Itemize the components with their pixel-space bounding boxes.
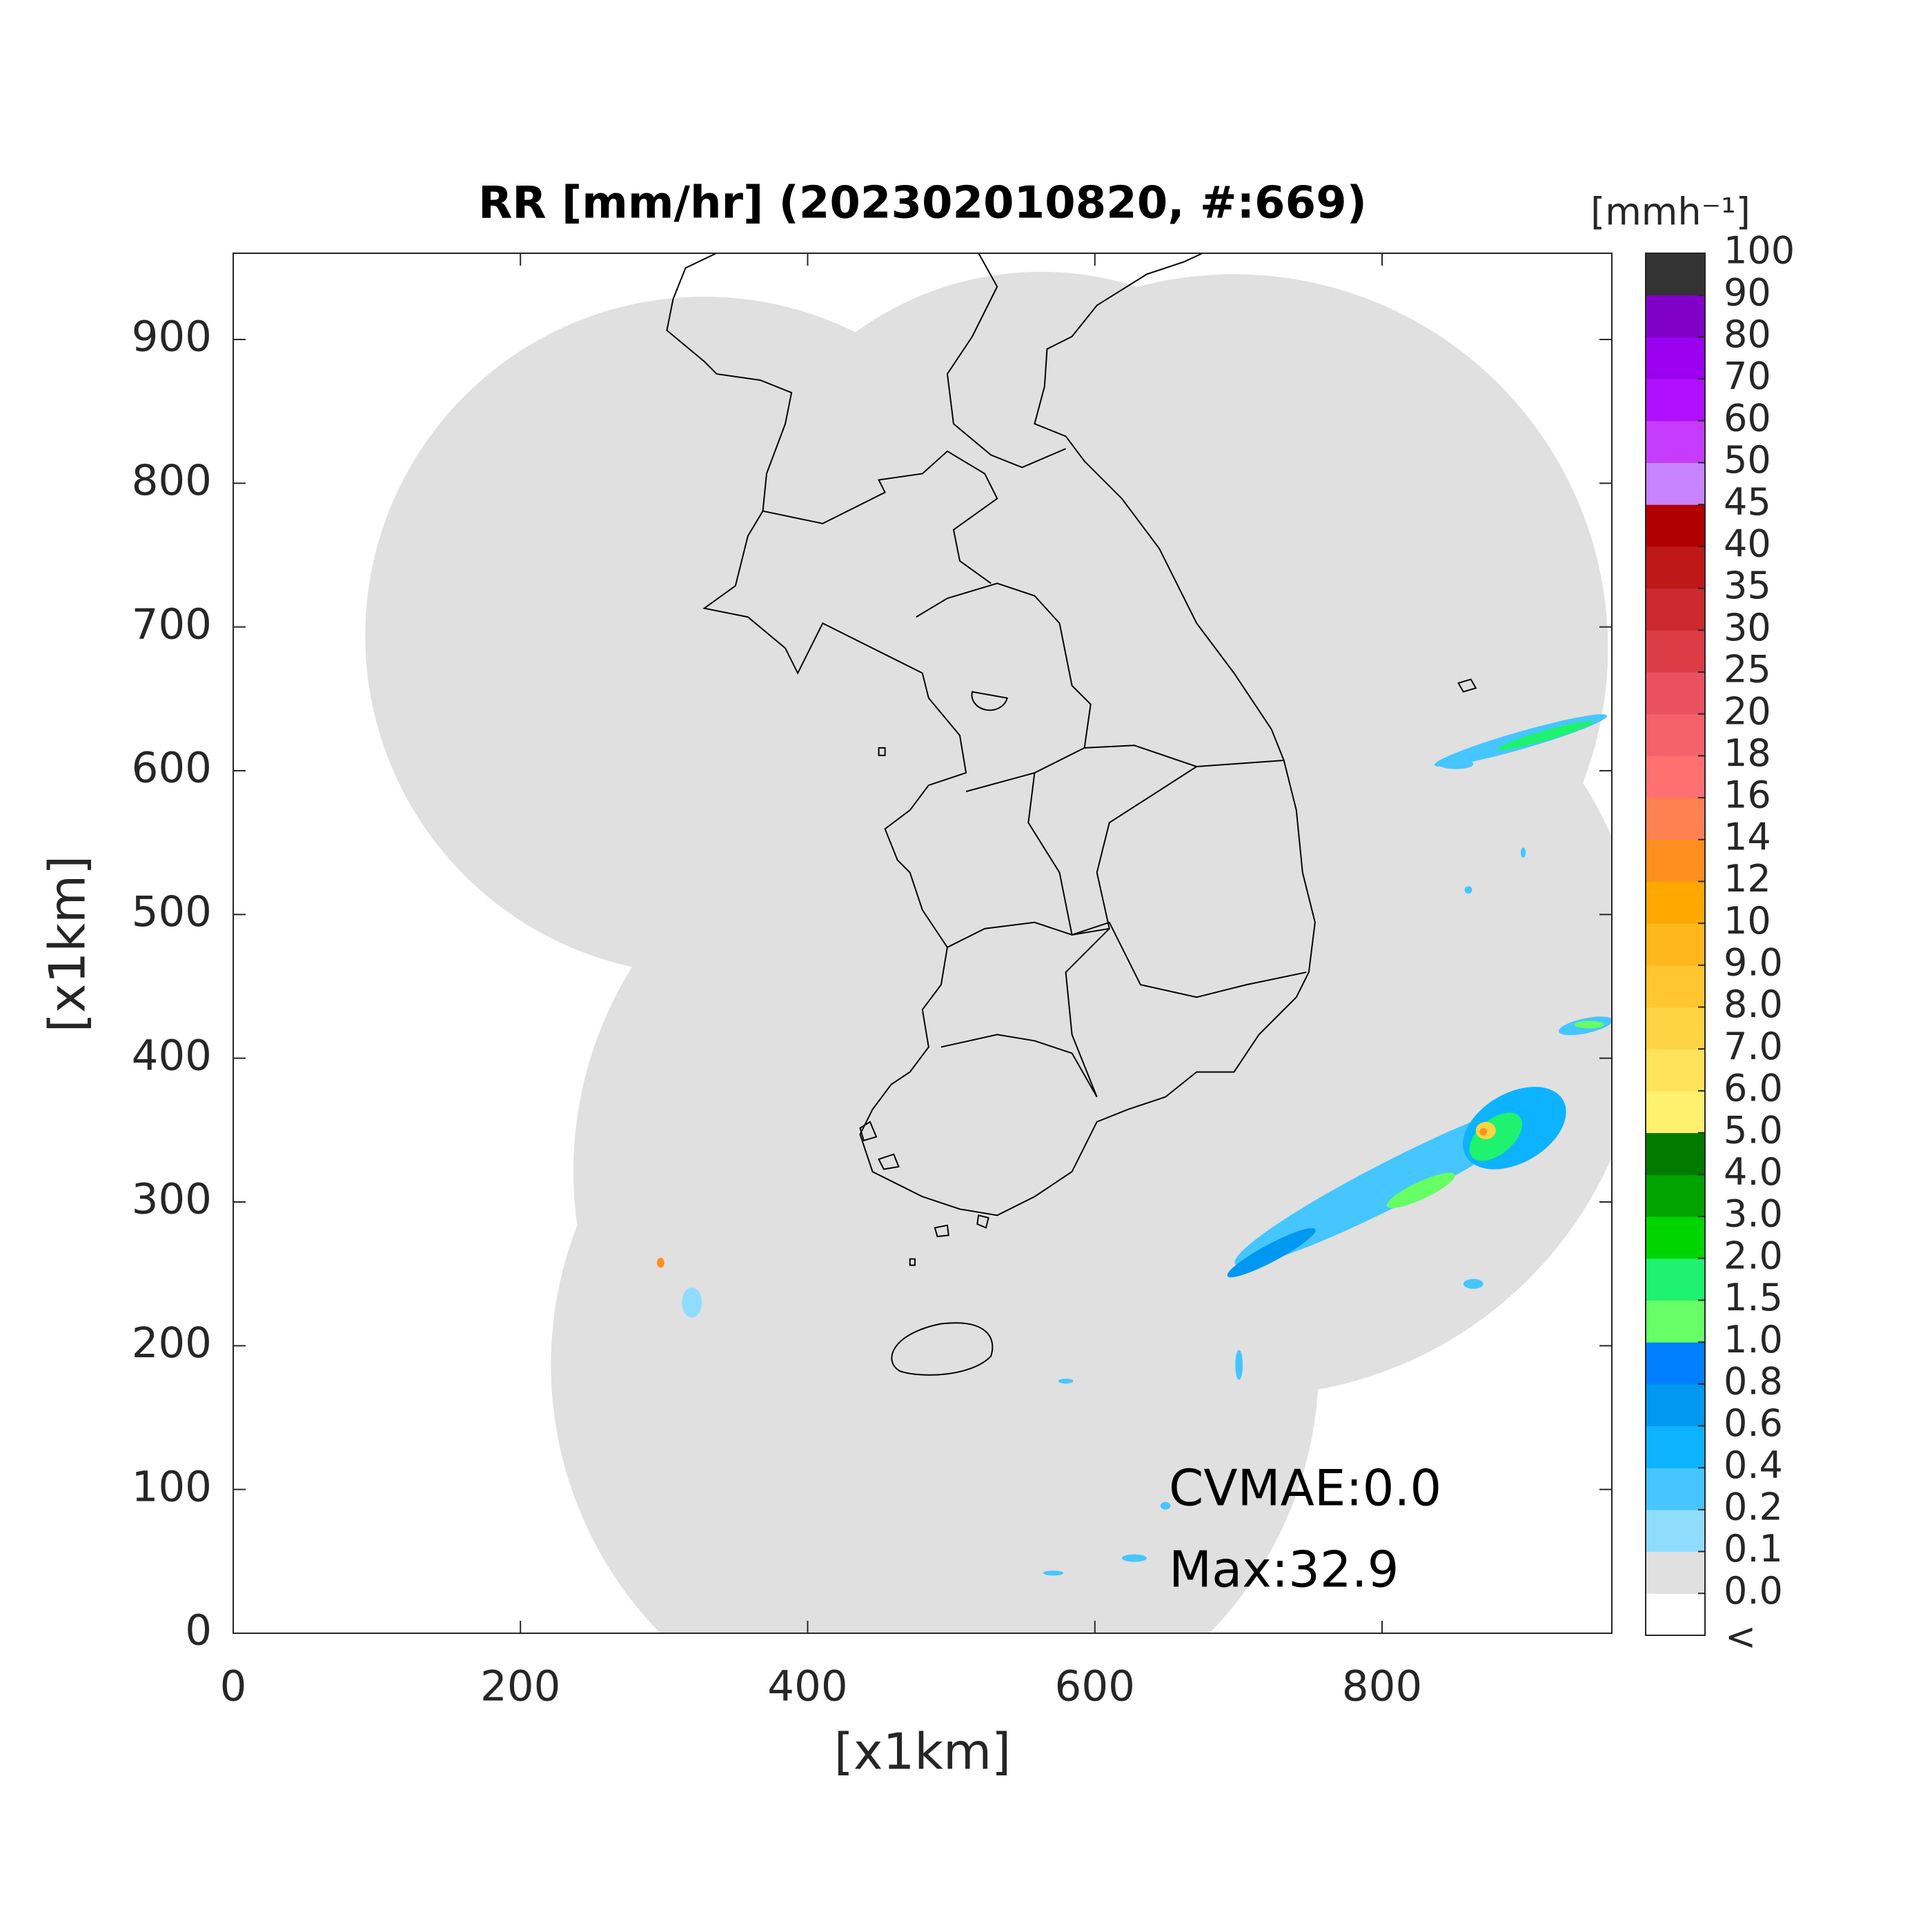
annotation: CVMAE:0.0 xyxy=(1169,1459,1441,1517)
colorbar-tick-label: 3.0 xyxy=(1724,1192,1783,1236)
colorbar-tick-label: 4.0 xyxy=(1724,1150,1783,1194)
colorbar-segment xyxy=(1646,923,1705,966)
x-tick-label: 400 xyxy=(767,1662,847,1711)
colorbar-tick-label: 90 xyxy=(1724,270,1771,314)
colorbar-tick-label: 0.1 xyxy=(1724,1527,1783,1570)
colorbar-tick-label: 2.0 xyxy=(1724,1234,1783,1277)
colorbar-tick-label: 70 xyxy=(1724,355,1771,398)
colorbar-segment xyxy=(1646,1216,1705,1259)
colorbar-segment xyxy=(1646,462,1705,505)
colorbar-segment xyxy=(1646,839,1705,882)
colorbar-segment xyxy=(1646,1090,1705,1134)
rain-echoes xyxy=(657,714,1612,1576)
colorbar-segment xyxy=(1646,881,1705,924)
colorbar-tick-label: 6.0 xyxy=(1724,1067,1783,1110)
colorbar-tick-label: 1.5 xyxy=(1724,1276,1783,1319)
colorbar-segment xyxy=(1646,588,1705,631)
colorbar-segment xyxy=(1646,1132,1705,1175)
colorbar-segment xyxy=(1646,713,1705,756)
y-tick-label: 300 xyxy=(132,1175,212,1224)
colorbar-segment xyxy=(1646,965,1705,1008)
colorbar-segment xyxy=(1646,1593,1705,1636)
y-tick-label: 700 xyxy=(132,600,212,649)
colorbar-tick-label: 30 xyxy=(1724,606,1771,649)
colorbar-segment xyxy=(1646,1342,1705,1385)
colorbar-tick-label: 80 xyxy=(1724,313,1771,356)
x-tick-label: 800 xyxy=(1342,1662,1422,1711)
colorbar-tick-label: 0.8 xyxy=(1724,1359,1783,1403)
colorbar-tick-label: 0.2 xyxy=(1724,1486,1783,1529)
y-tick-label: 0 xyxy=(185,1606,212,1655)
y-tick-label: 900 xyxy=(132,313,212,362)
colorbar-segment xyxy=(1646,1383,1705,1427)
coastline xyxy=(666,253,1477,1376)
colorbar-title: [mmh⁻¹] xyxy=(1590,190,1751,234)
colorbar-segment xyxy=(1646,1049,1705,1092)
colorbar-segment xyxy=(1646,1509,1705,1552)
colorbar-tick-label: 7.0 xyxy=(1724,1025,1783,1068)
colorbar-tick-label: 16 xyxy=(1724,773,1771,817)
colorbar-tick-label: 14 xyxy=(1724,815,1771,858)
colorbar-tick-label: 0.4 xyxy=(1724,1443,1783,1487)
y-tick-label: 500 xyxy=(132,887,212,936)
colorbar-tick-label: 20 xyxy=(1724,689,1771,733)
colorbar-segment xyxy=(1646,1258,1705,1301)
x-tick-label: 0 xyxy=(220,1662,247,1711)
colorbar-segment xyxy=(1646,337,1705,379)
colorbar-segment xyxy=(1646,546,1705,589)
map-layer xyxy=(365,253,1612,1633)
colorbar-segment xyxy=(1646,253,1705,296)
colorbar-tick-label: 50 xyxy=(1724,438,1771,482)
chart-title: RR [mm/hr] (202302010820, #:669) xyxy=(478,178,1367,229)
x-tick-label: 200 xyxy=(480,1662,560,1711)
colorbar-tick-label: 8.0 xyxy=(1724,983,1783,1026)
colorbar-frame xyxy=(1645,253,1706,1636)
colorbar-segment xyxy=(1646,1300,1705,1343)
colorbar-segment xyxy=(1646,504,1705,547)
y-tick-label: 200 xyxy=(132,1319,212,1368)
radar-coverage xyxy=(365,271,1612,1633)
colorbar-tick-label: 18 xyxy=(1724,731,1771,775)
y-tick-label: 100 xyxy=(132,1462,212,1511)
y-tick-label: 600 xyxy=(132,744,212,793)
colorbar-under-label: < xyxy=(1725,1615,1756,1659)
colorbar-tick-label: 35 xyxy=(1724,564,1771,607)
colorbar-tick-label: 40 xyxy=(1724,522,1771,566)
colorbar-segment xyxy=(1646,1426,1705,1468)
x-tick-label: 600 xyxy=(1055,1662,1135,1711)
colorbar-tick-label: 0.6 xyxy=(1724,1401,1783,1445)
colorbar-segment xyxy=(1646,1468,1705,1510)
colorbar-segment xyxy=(1646,1551,1705,1594)
axes-box xyxy=(233,253,1613,1634)
colorbar-tick-label: 1.0 xyxy=(1724,1318,1783,1361)
colorbar-tick-label: 45 xyxy=(1724,480,1771,524)
y-tick-label: 800 xyxy=(132,456,212,505)
colorbar-segment xyxy=(1646,379,1705,422)
colorbar-segment xyxy=(1646,1007,1705,1049)
colorbar-segment xyxy=(1646,671,1705,715)
colorbar-segment xyxy=(1646,295,1705,337)
x-axis-label: [x1km] xyxy=(834,1723,1011,1781)
colorbar-segment xyxy=(1646,1174,1705,1217)
colorbar-segment xyxy=(1646,420,1705,463)
colorbar-tick-label: 5.0 xyxy=(1724,1108,1783,1152)
colorbar-tick-label: 0.0 xyxy=(1724,1569,1783,1613)
colorbar-tick-label: 100 xyxy=(1724,229,1795,273)
colorbar-segment xyxy=(1646,630,1705,673)
colorbar-tick-label: 12 xyxy=(1724,857,1771,900)
colorbar-tick-label: 25 xyxy=(1724,648,1771,691)
colorbar-tick-label: 60 xyxy=(1724,396,1771,440)
colorbar-segment xyxy=(1646,756,1705,798)
y-tick-label: 400 xyxy=(132,1031,212,1080)
colorbar-tick-label: 9.0 xyxy=(1724,940,1783,984)
annotation: Max:32.9 xyxy=(1169,1541,1399,1599)
colorbar-segment xyxy=(1646,798,1705,840)
y-axis-label: [x1km] xyxy=(39,856,97,1032)
colorbar-tick-label: 10 xyxy=(1724,899,1771,943)
